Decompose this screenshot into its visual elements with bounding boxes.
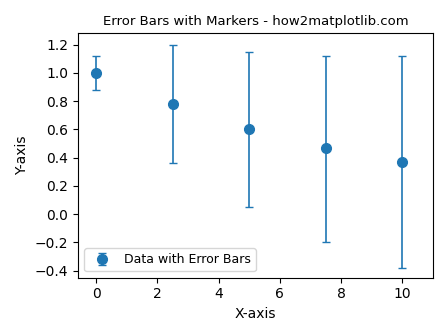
Title: Error Bars with Markers - how2matplotlib.com: Error Bars with Markers - how2matplotlib… xyxy=(103,15,408,28)
Legend: Data with Error Bars: Data with Error Bars xyxy=(84,249,256,271)
X-axis label: X-axis: X-axis xyxy=(235,307,276,321)
Y-axis label: Y-axis: Y-axis xyxy=(15,136,29,175)
